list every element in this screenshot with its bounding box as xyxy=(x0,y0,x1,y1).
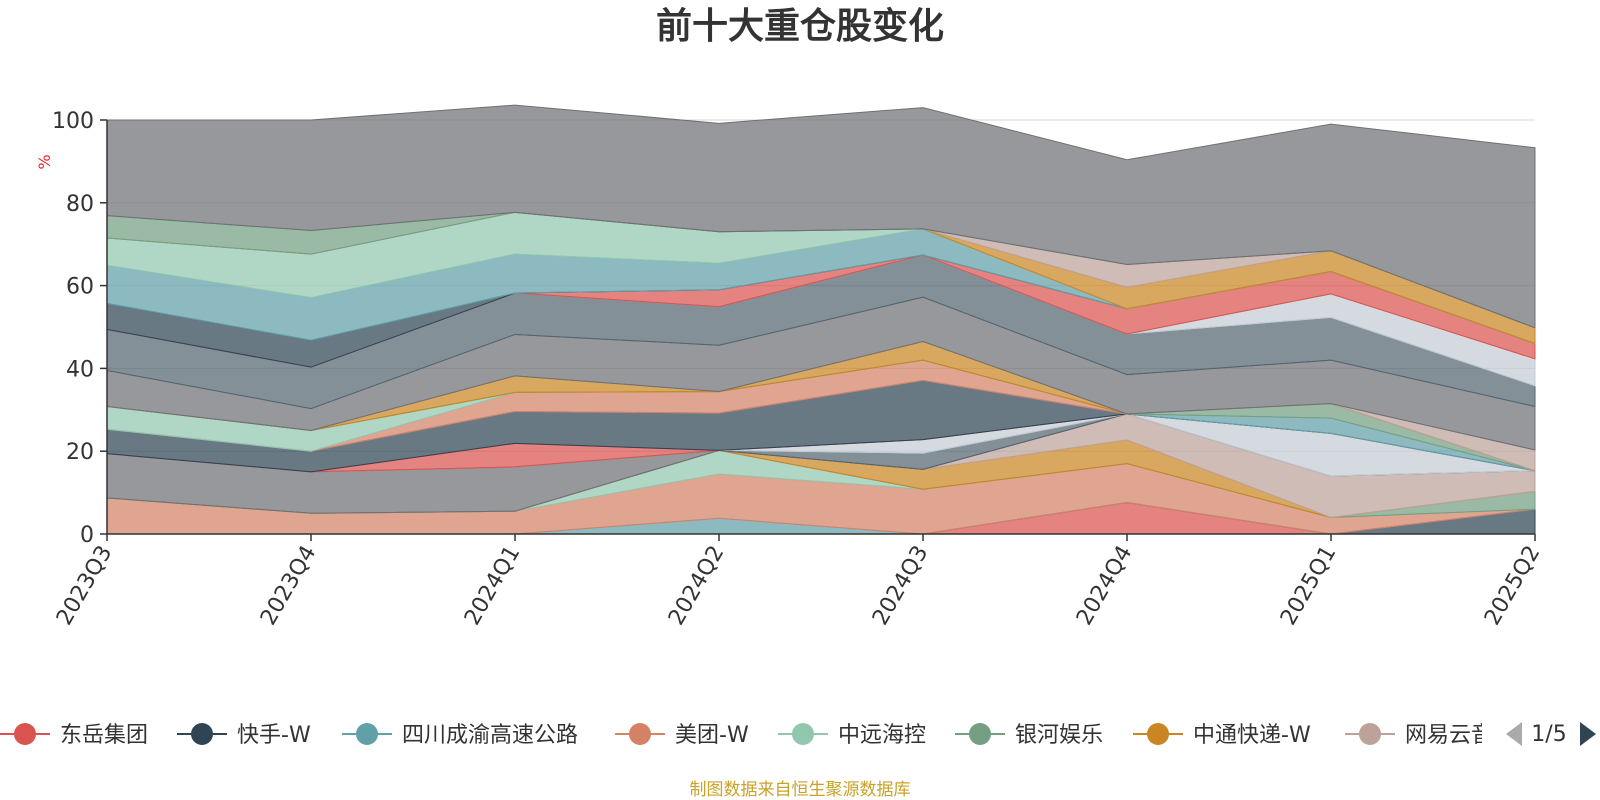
y-tick-label: 20 xyxy=(66,440,94,465)
prev-page-arrow-icon[interactable] xyxy=(1506,722,1522,746)
y-tick-label: 100 xyxy=(52,109,94,134)
legend-item[interactable]: 网易云音乐 xyxy=(1345,723,1515,748)
y-tick-label: 40 xyxy=(66,357,94,382)
x-tick-label: 2025Q2 xyxy=(1480,542,1545,630)
legend-marker-icon xyxy=(14,723,36,745)
y-axis-tick-labels: 0 20 40 60 80 100 xyxy=(52,109,94,548)
area-series-30 xyxy=(106,104,1536,329)
legend-label: 中通快递-W xyxy=(1193,723,1311,748)
legend-marker-icon xyxy=(969,723,991,745)
data-source-note: 制图数据来自恒生聚源数据库 xyxy=(690,780,911,800)
legend-label: 东岳集团 xyxy=(60,723,148,748)
x-axis-tick-labels: 2023Q3 2023Q4 2024Q1 2024Q2 2024Q3 2024Q4 2025… xyxy=(52,542,1545,630)
legend-page-indicator: 1/5 xyxy=(1531,722,1566,747)
x-tick-label: 2025Q1 xyxy=(1276,542,1341,630)
legend-item[interactable]: 中通快递-W xyxy=(1133,723,1311,748)
chart-title: 前十大重仓股变化 xyxy=(656,5,944,47)
legend-marker-icon xyxy=(356,723,378,745)
legend-marker-icon xyxy=(1147,723,1169,745)
legend-label: 四川成渝高速公路 xyxy=(402,723,578,748)
legend-marker-icon xyxy=(1359,723,1381,745)
legend-item[interactable]: 东岳集团 xyxy=(0,723,148,748)
legend-marker-icon xyxy=(191,723,213,745)
y-axis-unit-label: % xyxy=(35,154,54,169)
area-series-group xyxy=(106,104,1536,535)
x-tick-label: 2024Q3 xyxy=(868,542,933,630)
legend-item[interactable]: 美团-W xyxy=(615,723,749,748)
legend-label: 快手-W xyxy=(237,723,311,748)
x-tick-label: 2024Q2 xyxy=(664,542,729,630)
legend-item[interactable]: 中远海控 xyxy=(778,723,926,748)
legend-label: 网易云音乐 xyxy=(1405,723,1515,748)
legend-marker-icon xyxy=(629,723,651,745)
next-page-arrow-icon[interactable] xyxy=(1580,722,1596,746)
x-tick-label: 2023Q3 xyxy=(52,542,117,630)
legend-item[interactable]: 四川成渝高速公路 xyxy=(342,723,578,748)
legend[interactable]: 东岳集团 快手-W 四川成渝高速公路 美团-W 中远海控 银河娱乐 中通快递-W 网易云音乐 xyxy=(0,723,1515,748)
legend-marker-icon xyxy=(792,723,814,745)
legend-item[interactable]: 银河娱乐 xyxy=(955,723,1103,748)
legend-label: 银河娱乐 xyxy=(1015,723,1103,748)
x-tick-label: 2024Q1 xyxy=(460,542,525,630)
x-tick-label: 2024Q4 xyxy=(1072,542,1137,630)
legend-label: 美团-W xyxy=(675,723,749,748)
x-tick-label: 2023Q4 xyxy=(256,542,321,630)
y-tick-label: 80 xyxy=(66,192,94,217)
legend-pager: 1/5 xyxy=(1506,722,1596,747)
y-tick-label: 0 xyxy=(80,523,94,548)
legend-label: 中远海控 xyxy=(838,723,926,748)
legend-item[interactable]: 快手-W xyxy=(177,723,311,748)
legend-items: 东岳集团 快手-W 四川成渝高速公路 美团-W 中远海控 银河娱乐 中通快递-W 网易云音乐 xyxy=(0,723,1515,748)
y-tick-label: 60 xyxy=(66,275,94,300)
axes xyxy=(100,119,1536,541)
